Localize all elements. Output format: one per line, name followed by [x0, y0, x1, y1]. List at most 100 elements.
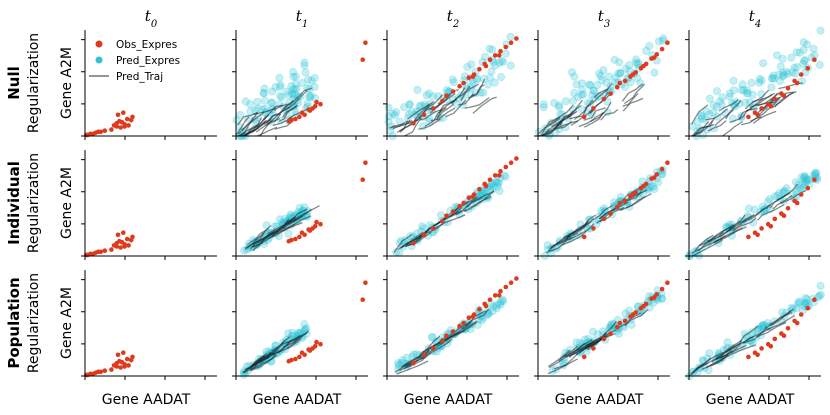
pred-traj-line — [393, 233, 413, 253]
obs-expres-point — [654, 292, 660, 297]
panel-r2-c0 — [81, 270, 217, 380]
pred-traj-line — [621, 83, 644, 102]
obs-expres-point — [798, 192, 804, 197]
obs-expres-point — [768, 104, 774, 109]
obs-expres-point — [421, 232, 427, 238]
obs-expres-point — [755, 232, 760, 238]
pred-expres-point — [418, 222, 427, 231]
obs-expres-point — [508, 40, 514, 45]
pred-expres-point — [392, 108, 401, 117]
pred-expres-point — [572, 80, 581, 89]
obs-expres-point — [812, 297, 817, 303]
obs-expres-point — [466, 75, 472, 80]
pred-traj-line — [267, 223, 296, 240]
pred-expres-point — [275, 82, 284, 92]
y-axis-label: Gene A2M — [59, 47, 75, 119]
pred-expres-point — [493, 182, 502, 191]
pred-expres-point — [567, 68, 577, 77]
pred-expres-point — [449, 78, 458, 87]
pred-expres-point — [593, 330, 603, 339]
pred-expres-point — [596, 71, 606, 81]
pred-traj-line — [622, 97, 644, 112]
obs-expres-point — [293, 356, 298, 362]
pred-expres-point — [550, 98, 559, 108]
pred-expres-point — [693, 117, 703, 127]
pred-expres-point — [615, 58, 624, 67]
pred-expres-point — [657, 294, 667, 303]
obs-expres-point — [440, 218, 445, 224]
pred-expres-point — [627, 320, 636, 329]
obs-expres-point — [591, 346, 596, 351]
pred-expres-point — [775, 76, 785, 86]
pred-expres-point — [709, 100, 718, 110]
pred-expres-point — [767, 83, 776, 92]
column-title-t4: t4 — [749, 7, 761, 30]
pred-expres-point — [428, 332, 437, 342]
obs-expres-point — [286, 118, 292, 124]
obs-expres-point — [477, 66, 482, 72]
pred-expres-point — [490, 78, 499, 87]
obs-expres-point — [498, 48, 503, 54]
obs-expres-point — [457, 83, 462, 89]
pred-expres-point — [290, 85, 299, 94]
pred-traj-line — [725, 99, 742, 120]
obs-expres-point — [654, 52, 660, 57]
obs-expres-point — [122, 124, 127, 129]
pred-expres-point — [289, 67, 298, 77]
obs-expres-point — [581, 114, 587, 120]
pred-expres-point — [776, 62, 785, 71]
pred-expres-point — [487, 67, 496, 76]
obs-expres-point — [360, 57, 366, 62]
obs-expres-point — [654, 172, 660, 177]
pred-traj-line — [584, 89, 609, 109]
pred-traj-line — [749, 93, 773, 109]
pred-expres-point — [597, 76, 606, 85]
pred-traj-line — [574, 99, 594, 121]
pred-traj-line — [275, 215, 303, 233]
pred-traj-line — [624, 83, 646, 105]
obs-expres-point — [496, 293, 502, 298]
obs-expres-point — [126, 243, 131, 248]
legend-label: Pred_Expres — [116, 55, 180, 67]
pred-traj-line — [707, 120, 727, 132]
pred-traj-line — [465, 308, 490, 326]
pred-expres-point — [729, 86, 739, 95]
obs-expres-point — [98, 249, 104, 255]
pred-expres-point — [799, 174, 808, 183]
pred-traj-line — [419, 108, 443, 121]
pred-traj-line — [399, 119, 411, 133]
pred-expres-point — [307, 76, 316, 85]
pred-expres-point — [390, 111, 399, 120]
pred-expres-point — [621, 309, 630, 318]
obs-expres-point — [109, 127, 114, 132]
obs-expres-point — [293, 236, 298, 242]
pred-expres-point — [561, 97, 570, 106]
pred-expres-point — [246, 100, 255, 109]
obs-expres-point — [805, 305, 811, 311]
pred-expres-point — [709, 108, 718, 117]
obs-expres-point — [102, 248, 108, 253]
pred-traj-line — [572, 218, 594, 235]
obs-expres-point — [411, 361, 416, 366]
pred-traj-line — [266, 341, 285, 359]
pred-expres-point — [741, 98, 750, 107]
obs-expres-point — [785, 206, 791, 211]
pred-expres-point — [427, 333, 436, 342]
pred-traj-line — [422, 335, 441, 353]
obs-expres-point — [641, 303, 646, 309]
obs-expres-point — [503, 284, 509, 290]
panel-r2-c4 — [685, 270, 825, 381]
obs-expres-point — [772, 336, 778, 342]
pred-traj-line — [407, 100, 435, 120]
obs-expres-point — [659, 166, 665, 172]
obs-expres-point — [450, 209, 456, 214]
pred-traj-line — [472, 96, 497, 114]
y-axis-label: Gene A2M — [59, 167, 75, 239]
obs-expres-point — [746, 234, 751, 240]
obs-expres-point — [302, 112, 307, 118]
pred-traj-line — [263, 104, 284, 121]
pred-traj-line — [744, 89, 770, 110]
pred-expres-point — [793, 63, 802, 72]
pred-traj-line — [453, 196, 478, 212]
pred-expres-point — [742, 88, 751, 98]
